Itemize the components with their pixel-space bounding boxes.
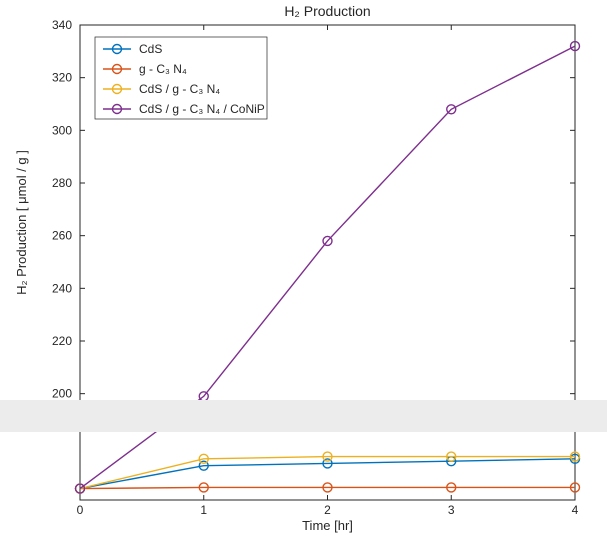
series-line [80, 459, 575, 489]
chart-title: H₂ Production [284, 3, 370, 19]
chart-container: { "chart": { "type": "line", "title": "H… [0, 0, 607, 535]
y-tick-label: 340 [52, 18, 72, 32]
series-line [80, 487, 575, 488]
y-tick-label: 200 [52, 387, 72, 401]
h2-production-chart: 012342002202402602803003203400H₂ Product… [0, 0, 607, 535]
y-tick-label: 320 [52, 71, 72, 85]
y-tick-label: 300 [52, 123, 72, 137]
x-axis-title: Time [hr] [302, 518, 353, 533]
y-axis-title: H₂ Production [ μmol / g ] [14, 150, 29, 295]
legend-label: CdS [139, 42, 162, 56]
axis-break-strip [0, 400, 607, 432]
x-tick-label: 1 [200, 503, 207, 517]
x-tick-label: 3 [448, 503, 455, 517]
legend-label: CdS / g - C₃ N₄ / CoNiP [139, 102, 265, 116]
y-tick-label: 240 [52, 281, 72, 295]
x-tick-label: 4 [572, 503, 579, 517]
y-tick-label: 280 [52, 176, 72, 190]
legend-label: CdS / g - C₃ N₄ [139, 82, 220, 96]
y-tick-label: 260 [52, 229, 72, 243]
x-tick-label: 0 [77, 503, 84, 517]
y-tick-label: 220 [52, 334, 72, 348]
legend-label: g - C₃ N₄ [139, 62, 187, 76]
x-tick-label: 2 [324, 503, 331, 517]
